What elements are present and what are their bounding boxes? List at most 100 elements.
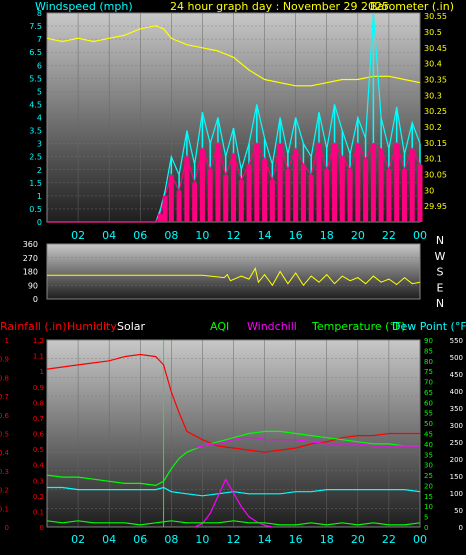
y-tick-label: 20 xyxy=(424,482,433,490)
x-tick-label: 06 xyxy=(133,229,147,242)
y-tick-label: 200 xyxy=(450,456,463,464)
y-tick-label: 35 xyxy=(424,451,433,459)
y-tick-label: 0.9 xyxy=(33,384,44,392)
wind-baro-series xyxy=(46,12,423,223)
direction-y-ticks: 0 90 180 270 360 xyxy=(23,240,38,304)
windspeed-y-ticks: 0 0.5 1 1.5 2 2.5 3 3.5 4 4.5 5 5.5 6 6.5 7 7.5 8 xyxy=(29,9,42,227)
y-tick-label: 7.5 xyxy=(29,22,42,31)
x-tick-label: 20 xyxy=(351,533,365,546)
x-tick-label: 08 xyxy=(164,533,178,546)
compass-label: E xyxy=(437,281,444,294)
y-tick-label: 270 xyxy=(23,254,38,263)
y-tick-label: 0.9 xyxy=(0,356,9,364)
y-tick-label: 0.4 xyxy=(33,462,45,470)
y-tick-label: 0.8 xyxy=(0,374,9,382)
y-tick-label: 180 xyxy=(23,268,38,277)
y-tick-label: 2.5 xyxy=(29,153,42,162)
y-tick-label: 0 xyxy=(424,524,428,532)
y-tick-label: 25 xyxy=(424,472,433,480)
humidity-y-ticks: 0 0.1 0.2 0.3 0.4 0.5 0.6 0.7 0.8 0.9 1 1.1 1.2 xyxy=(33,337,45,532)
y-tick-label: 30.4 xyxy=(424,60,442,69)
temperature-legend: Temperature (°F) xyxy=(311,320,406,333)
y-tick-label: 65 xyxy=(424,389,433,397)
x-tick-label: 14 xyxy=(258,229,272,242)
y-tick-label: 30.05 xyxy=(424,171,447,180)
solar-y-ticks: 0 50 100 150 200 250 300 350 400 450 500 550 xyxy=(450,337,463,532)
rainfall-legend: Rainfall (.in) xyxy=(0,320,67,333)
temp-hum-x-ticks: 02 04 06 08 10 12 14 16 18 20 22 00 xyxy=(71,533,427,546)
barometer-line xyxy=(46,25,421,87)
y-tick-label: 55 xyxy=(424,410,433,418)
dewpoint-line xyxy=(47,486,421,497)
y-tick-label: 0 xyxy=(37,218,42,227)
y-tick-label: 80 xyxy=(424,358,433,366)
y-tick-label: 500 xyxy=(450,354,463,362)
y-tick-label: 2 xyxy=(37,166,42,175)
y-tick-label: 0.1 xyxy=(33,508,44,516)
y-tick-label: 85 xyxy=(424,347,433,355)
rainfall-y-ticks: 0 0.1 0.2 0.3 0.4 0.5 0.6 0.7 0.8 0.9 1 xyxy=(0,337,10,532)
y-tick-label: 0 xyxy=(459,524,463,532)
y-tick-label: 550 xyxy=(450,337,463,345)
y-tick-label: 1.5 xyxy=(29,179,42,188)
y-tick-label: 30.15 xyxy=(424,139,447,148)
y-tick-label: 1 xyxy=(40,368,44,376)
y-tick-label: 0.5 xyxy=(33,446,44,454)
y-tick-label: 400 xyxy=(450,388,463,396)
y-tick-label: 3.5 xyxy=(29,127,42,136)
y-tick-label: 6 xyxy=(37,61,42,70)
y-tick-label: 30.55 xyxy=(424,12,447,21)
y-tick-label: 4.5 xyxy=(29,100,42,109)
windchill-legend: Windchill xyxy=(247,320,297,333)
x-tick-label: 12 xyxy=(227,229,241,242)
y-tick-label: 0.6 xyxy=(33,431,45,439)
y-tick-label: 1.1 xyxy=(33,353,44,361)
compass-label: W xyxy=(435,250,446,263)
x-tick-label: 18 xyxy=(320,533,334,546)
y-tick-label: 150 xyxy=(450,473,463,481)
y-tick-label: 15 xyxy=(424,493,433,501)
x-tick-label: 00 xyxy=(413,229,427,242)
y-tick-label: 50 xyxy=(424,420,433,428)
windspeed-line xyxy=(47,12,421,223)
y-tick-label: 0.8 xyxy=(33,399,44,407)
y-tick-label: 7 xyxy=(37,35,42,44)
y-tick-label: 0.3 xyxy=(33,477,44,485)
chart-title: 24 hour graph day : November 29 2025 xyxy=(170,0,389,13)
y-tick-label: 90 xyxy=(424,337,433,345)
y-tick-label: 30.5 xyxy=(424,28,442,37)
x-tick-label: 02 xyxy=(71,229,85,242)
x-tick-label: 18 xyxy=(320,229,334,242)
y-tick-label: 250 xyxy=(450,439,463,447)
aqi-line xyxy=(46,520,421,526)
y-tick-label: 10 xyxy=(424,503,433,511)
y-tick-label: 30 xyxy=(424,462,433,470)
y-tick-label: 5 xyxy=(424,514,428,522)
humidity-line xyxy=(46,353,420,453)
wind-baro-x-ticks: 02 04 06 08 10 12 14 16 18 20 22 00 xyxy=(71,229,427,242)
y-tick-label: 4 xyxy=(37,114,42,123)
y-tick-label: 8 xyxy=(37,9,42,18)
y-tick-label: 29.95 xyxy=(424,202,447,211)
x-tick-label: 02 xyxy=(71,533,85,546)
x-tick-label: 14 xyxy=(258,533,272,546)
x-tick-label: 10 xyxy=(195,229,209,242)
solar-legend: Solar xyxy=(117,320,146,333)
y-tick-label: 0.5 xyxy=(0,431,9,439)
compass-label: N xyxy=(436,297,444,310)
y-tick-label: 0 xyxy=(33,295,38,304)
barometer-y-ticks: 29.95 30 30.05 30.1 30.15 30.2 30.25 30.3 30.35 3… xyxy=(424,12,447,211)
y-tick-label: 30.25 xyxy=(424,107,447,116)
x-tick-label: 10 xyxy=(195,533,209,546)
x-tick-label: 20 xyxy=(351,229,365,242)
y-tick-label: 30.2 xyxy=(424,123,442,132)
y-tick-label: 0.2 xyxy=(0,487,9,495)
x-tick-label: 16 xyxy=(289,229,303,242)
y-tick-label: 30.45 xyxy=(424,44,447,53)
compass-label: S xyxy=(437,266,444,279)
y-tick-label: 0.2 xyxy=(33,493,44,501)
y-tick-label: 0.4 xyxy=(0,449,10,457)
x-tick-label: 16 xyxy=(289,533,303,546)
